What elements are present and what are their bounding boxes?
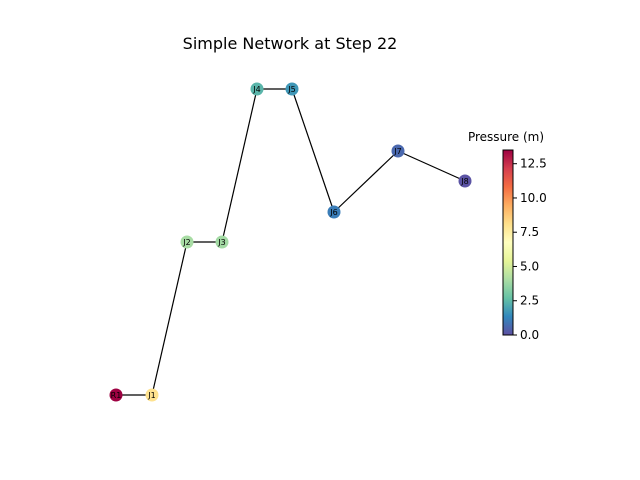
colorbar-gradient [502, 149, 514, 336]
link-j1-j2 [151, 241, 188, 396]
colorbar-ticks: 0.0 2.5 5.0 7.5 10.0 12.5 [513, 157, 547, 342]
node-label: J6 [329, 208, 337, 217]
node-j1[interactable]: J1 [145, 388, 159, 402]
colorbar-tick-label: 12.5 [520, 157, 547, 171]
node-marker [458, 174, 472, 188]
link-j5-j6 [291, 88, 335, 213]
chart-title: Simple Network at Step 22 [183, 34, 398, 53]
node-j2[interactable]: J2 [180, 235, 194, 249]
node-j7[interactable]: J7 [391, 144, 405, 158]
colorbar-tick-label: 7.5 [520, 225, 539, 239]
colorbar-tick-label: 10.0 [520, 191, 547, 205]
node-marker [327, 205, 341, 219]
node-j4[interactable]: J4 [250, 82, 264, 96]
node-marker [391, 144, 405, 158]
node-label: J2 [182, 238, 190, 247]
node-label: J7 [393, 147, 401, 156]
node-marker [145, 388, 159, 402]
node-marker [109, 388, 123, 402]
node-marker [250, 82, 264, 96]
node-j8[interactable]: J8 [458, 174, 472, 188]
node-label: J3 [217, 238, 225, 247]
network-links [116, 88, 466, 396]
colorbar-tick-label: 5.0 [520, 259, 539, 273]
link-j6-j7 [333, 150, 399, 213]
node-marker [215, 235, 229, 249]
node-label: R1 [111, 391, 122, 400]
node-r1[interactable]: R1 [109, 388, 123, 402]
node-j5[interactable]: J5 [285, 82, 299, 96]
colorbar: Pressure (m) 0.0 2.5 5.0 7.5 10.0 12.5 [468, 130, 547, 342]
link-j7-j8 [397, 150, 466, 182]
colorbar-tick-label: 2.5 [520, 294, 539, 308]
network-nodes: R1 J1 J2 J3 J4 J5 J6 J7 J8 [109, 82, 472, 402]
node-label: J8 [460, 177, 468, 186]
node-label: J5 [287, 85, 295, 94]
node-j3[interactable]: J3 [215, 235, 229, 249]
node-marker [285, 82, 299, 96]
colorbar-tick-label: 0.0 [520, 328, 539, 342]
node-label: J4 [252, 85, 260, 94]
node-j6[interactable]: J6 [327, 205, 341, 219]
node-label: J1 [147, 391, 155, 400]
node-marker [180, 235, 194, 249]
link-j3-j4 [221, 88, 258, 243]
colorbar-label: Pressure (m) [468, 130, 544, 144]
